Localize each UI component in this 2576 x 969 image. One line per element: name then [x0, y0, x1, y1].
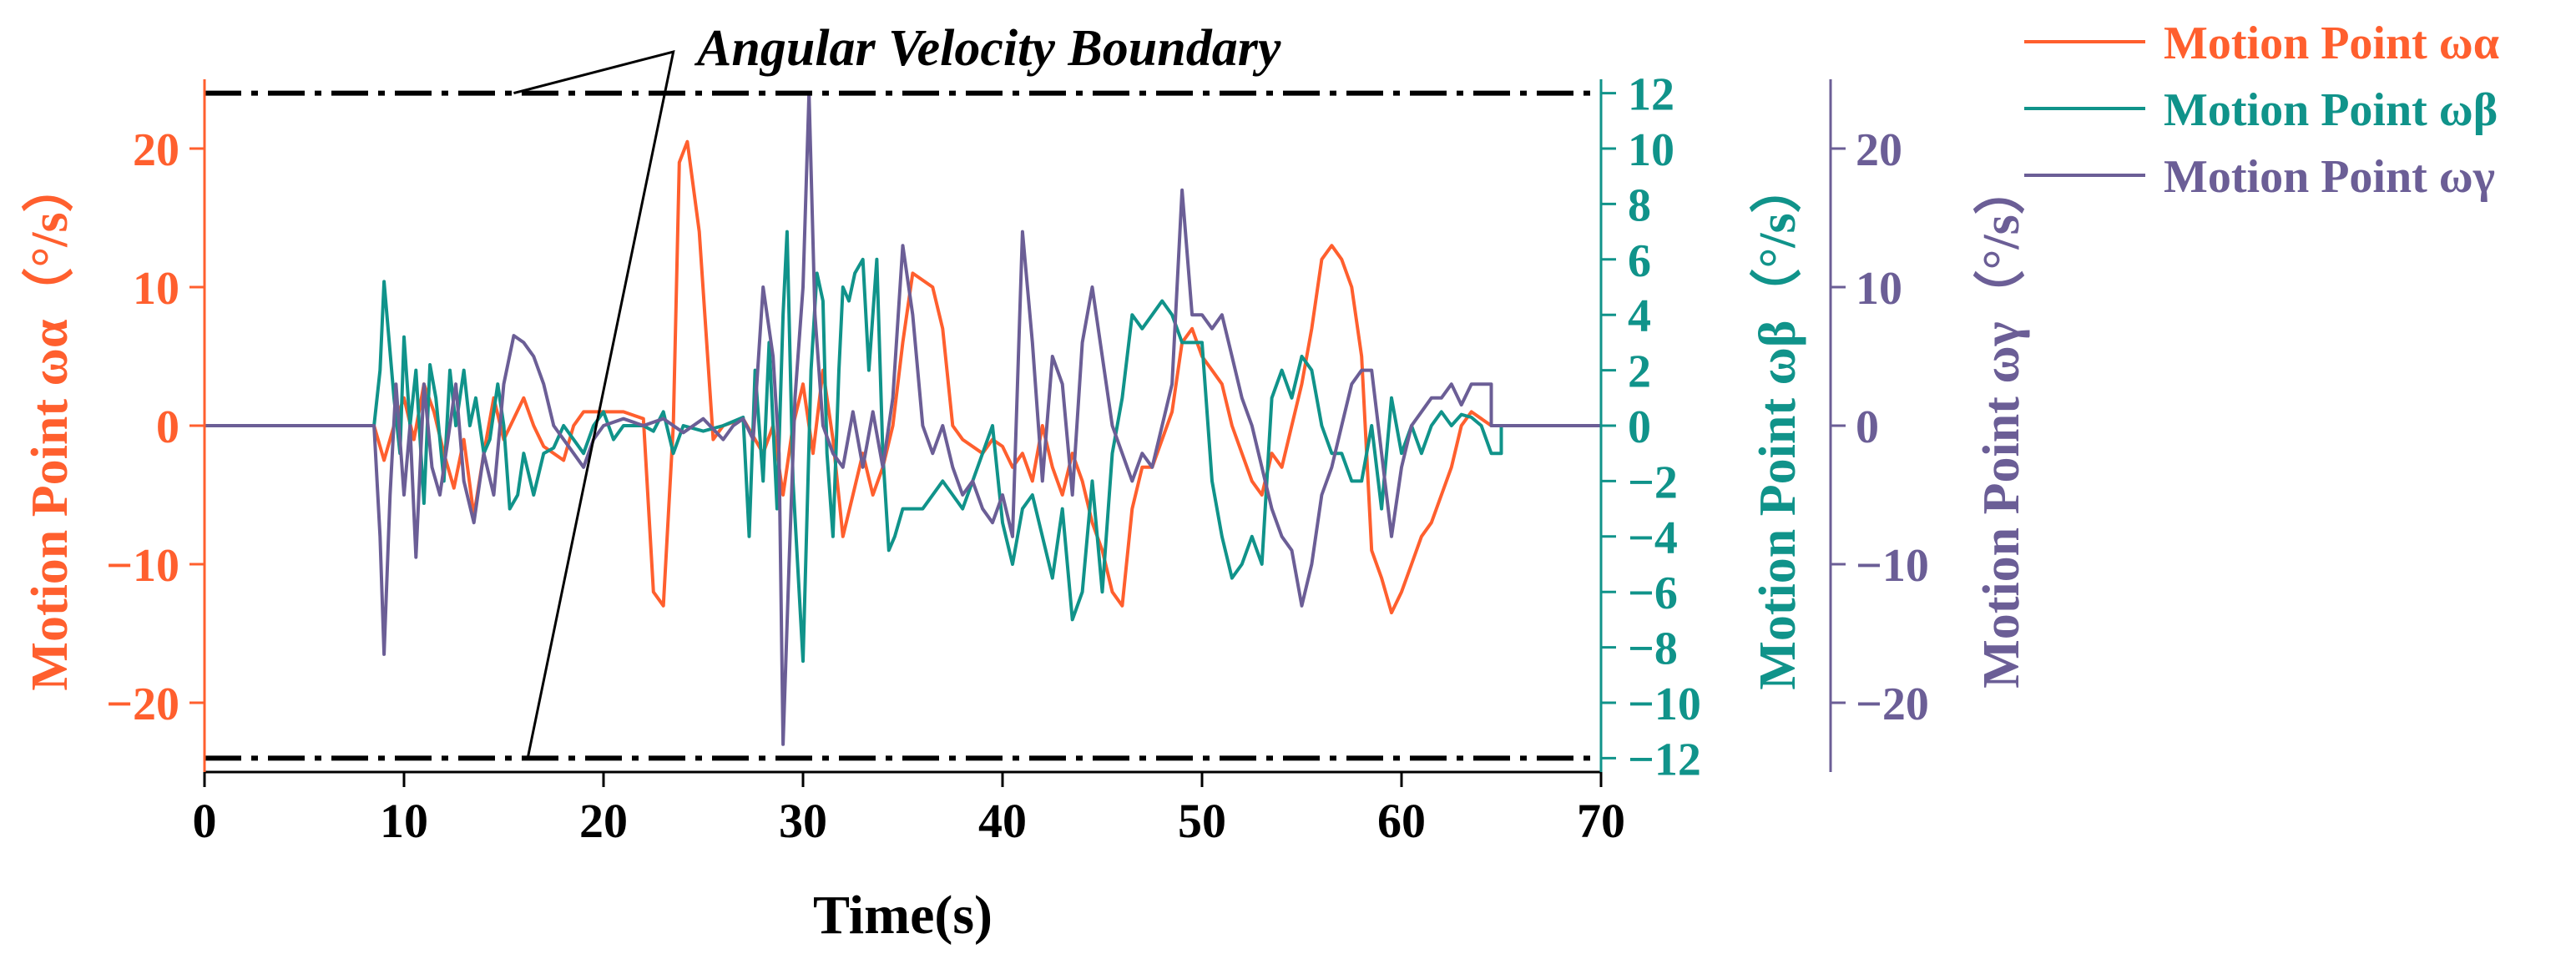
beta-axis-label: Motion Point ωβ（°/s）	[1748, 161, 1806, 689]
gamma-tick-label: 10	[1856, 263, 1902, 315]
alpha-axis-label: Motion Point ωα（°/s）	[20, 160, 78, 690]
gamma-tick-label: 0	[1856, 401, 1879, 453]
beta-tick-label: 12	[1628, 69, 1674, 121]
boundary-label: Angular Velocity Boundary	[694, 20, 1281, 77]
gamma-axis-label: Motion Point ωγ（°/s）	[1972, 163, 2030, 689]
alpha-tick-label: −20	[106, 679, 179, 730]
alpha-tick-label: −10	[106, 540, 179, 592]
series-line-alpha	[205, 139, 1601, 615]
legend-label-alpha: Motion Point ωα	[2164, 18, 2499, 69]
boundary-layer: Angular Velocity Boundary	[205, 20, 1601, 761]
axes-layer: 0 10 20 30 40 50 60 70Time(s)−20−1001020Motion …	[20, 69, 2030, 946]
beta-tick-label: −4	[1628, 512, 1678, 564]
legend-label-beta: Motion Point ωβ	[2164, 84, 2498, 136]
beta-tick-label: 2	[1628, 346, 1651, 398]
x-tick-label: 50	[1178, 794, 1226, 848]
x-tick-label: 70	[1577, 794, 1625, 848]
gamma-tick-label: −20	[1856, 679, 1929, 730]
x-tick-label: 60	[1377, 794, 1426, 848]
x-tick-label: 0	[193, 794, 217, 848]
beta-tick-label: −2	[1628, 457, 1678, 508]
beta-tick-label: 10	[1628, 124, 1674, 176]
alpha-tick-label: 20	[133, 124, 179, 176]
x-axis-label: Time(s)	[813, 885, 993, 946]
series-layer	[205, 91, 1601, 746]
x-tick-label: 30	[779, 794, 827, 848]
x-tick-label: 10	[380, 794, 428, 848]
legend-label-gamma: Motion Point ωγ	[2164, 151, 2495, 203]
beta-tick-label: −12	[1628, 734, 1701, 785]
x-tick-label: 20	[579, 794, 628, 848]
gamma-tick-label: −10	[1856, 540, 1929, 592]
boundary-leader-line	[513, 49, 675, 759]
beta-tick-label: −10	[1628, 679, 1701, 730]
alpha-tick-label: 10	[133, 263, 179, 315]
beta-tick-label: 0	[1628, 401, 1651, 453]
x-tick-label: 40	[978, 794, 1027, 848]
gamma-tick-label: 20	[1856, 124, 1902, 176]
beta-tick-label: 4	[1628, 290, 1651, 342]
series-line-beta	[205, 230, 1601, 664]
series-line-gamma	[205, 91, 1601, 746]
beta-tick-label: −8	[1628, 623, 1678, 675]
beta-tick-label: 6	[1628, 235, 1651, 287]
legend: Motion Point ωα Motion Point ωβ Motion Poi…	[2024, 18, 2499, 203]
alpha-tick-label: 0	[156, 401, 179, 453]
beta-tick-label: −6	[1628, 568, 1678, 619]
beta-tick-label: 8	[1628, 179, 1651, 231]
